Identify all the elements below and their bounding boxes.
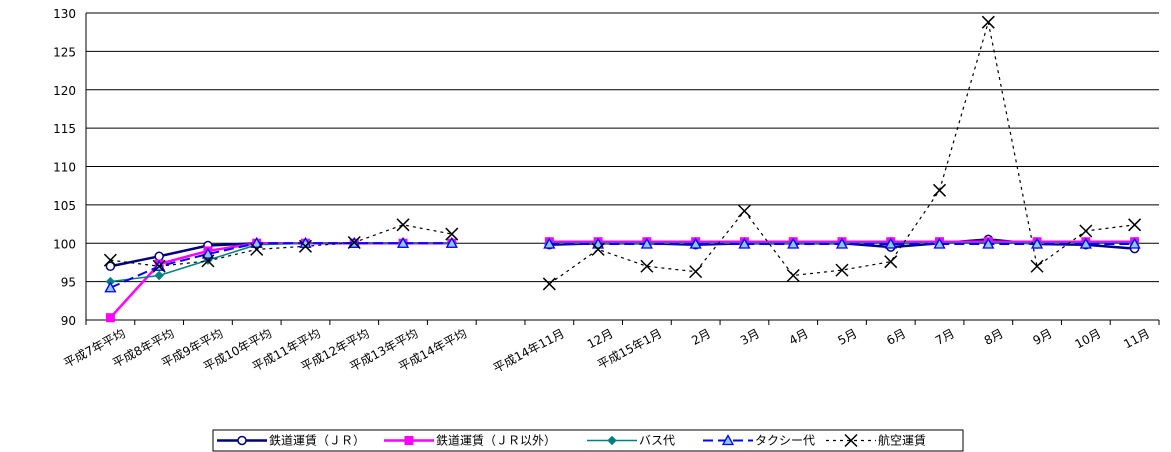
y-tick-label: 125: [53, 45, 76, 59]
data-point: [689, 237, 702, 249]
legend-label: バス代: [639, 434, 675, 448]
data-point: [542, 277, 556, 291]
data-point: [640, 259, 654, 273]
series-1: [105, 237, 1140, 323]
data-point: [250, 236, 263, 248]
data-point: [396, 236, 410, 248]
data-point: [982, 237, 995, 249]
data-point: [737, 204, 751, 218]
series-group: [103, 15, 1142, 323]
legend-marker: [721, 434, 735, 446]
data-point: [154, 251, 164, 262]
y-tick-label: 95: [61, 276, 76, 290]
x-tick-label: 6月: [884, 326, 908, 348]
data-point: [396, 218, 410, 232]
data-point: [152, 259, 166, 273]
data-point: [105, 261, 116, 272]
data-point: [835, 263, 849, 277]
x-tick-label: 11月: [1121, 326, 1152, 351]
legend-marker: [237, 435, 247, 446]
data-point: [1079, 224, 1093, 238]
y-tick-label: 130: [53, 7, 76, 21]
y-tick-label: 115: [53, 122, 76, 136]
data-point: [1128, 218, 1142, 232]
data-point: [738, 237, 751, 249]
y-tick-label: 90: [61, 314, 76, 328]
data-point: [1128, 237, 1141, 249]
data-point: [835, 237, 849, 249]
x-tick-label: 2月: [689, 326, 713, 348]
y-tick-label: 110: [53, 161, 76, 175]
data-point: [640, 237, 653, 249]
data-point: [201, 254, 215, 268]
x-tick-label: 4月: [787, 326, 811, 348]
data-point: [543, 237, 556, 249]
data-point: [981, 15, 995, 29]
data-point: [932, 183, 947, 197]
series-3: [104, 236, 1141, 293]
legend-label: タクシー代: [755, 434, 815, 448]
data-point: [347, 235, 361, 250]
x-tick-label: 10月: [1073, 326, 1104, 351]
data-point: [445, 236, 458, 248]
data-point: [689, 265, 703, 279]
legend-label: 鉄道運賃（ＪＲ）: [269, 433, 365, 448]
x-tick-label: 平成14年11月: [491, 326, 567, 375]
y-tick-label: 120: [53, 84, 76, 98]
data-point: [103, 253, 117, 267]
data-point: [1079, 237, 1092, 249]
series-line: [110, 224, 452, 267]
x-tick-label: 8月: [982, 326, 1006, 348]
legend: 鉄道運賃（ＪＲ） 鉄道運賃（ＪＲ以外） バス代 タクシー代 航空運賃: [212, 429, 964, 452]
x-tick-label: 5月: [835, 326, 859, 348]
data-point: [201, 247, 215, 259]
x-tick-label: 7月: [933, 326, 957, 348]
x-tick-label: 3月: [738, 326, 762, 348]
legend-marker: [404, 436, 414, 445]
legend-label: 航空運賃: [878, 433, 926, 448]
data-point: [933, 237, 946, 249]
y-tick-label: 105: [53, 199, 76, 213]
data-point: [445, 227, 459, 241]
data-point: [787, 237, 800, 249]
legend-marker: [844, 433, 858, 448]
data-point: [591, 242, 605, 256]
data-point: [786, 268, 800, 283]
gridlines: [86, 12, 1159, 321]
x-tick-label: 9月: [1031, 326, 1055, 348]
data-point: [298, 239, 313, 253]
series-line: [109, 242, 452, 289]
y-tick-label: 100: [53, 237, 76, 251]
legend-marker: [607, 435, 617, 446]
series-4: [103, 15, 1142, 291]
data-point: [104, 281, 117, 293]
x-tick-label: 12月: [585, 326, 616, 351]
data-point: [250, 242, 264, 256]
legend-label: 鉄道運賃（ＪＲ以外）: [436, 433, 556, 448]
data-point: [884, 255, 898, 269]
x-axis: 平成7年平均平成8年平均平成9年平均平成10年平均平成11年平均平成12年平均平…: [61, 319, 1160, 376]
data-point: [105, 313, 115, 323]
data-point: [154, 270, 164, 281]
data-point: [592, 237, 605, 249]
data-point: [884, 237, 897, 249]
data-point: [1030, 237, 1044, 249]
data-point: [1030, 259, 1044, 273]
y-axis: 90 95 100 105 110 115 120 125 130: [53, 7, 87, 328]
